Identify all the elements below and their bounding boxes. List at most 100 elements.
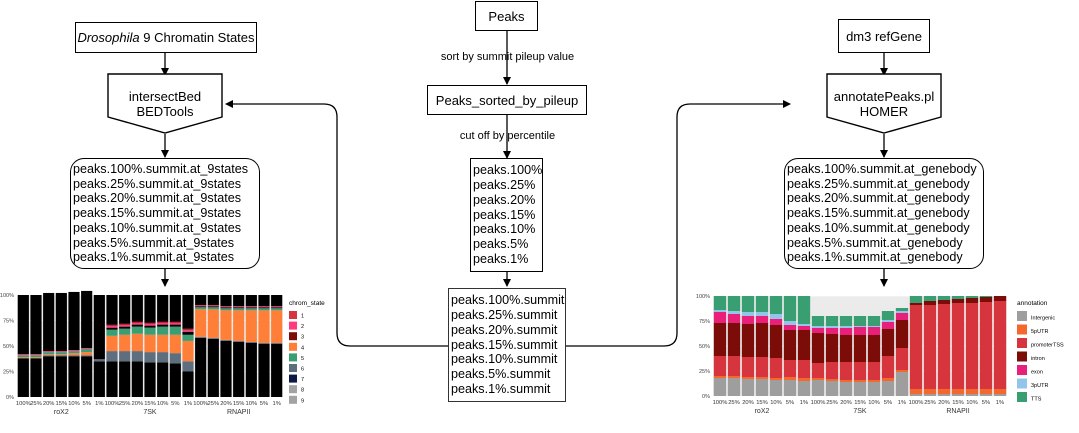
y-tick-label: 100% [696,294,710,300]
y-tick-label: 25% [3,370,14,376]
bar-segment [30,358,42,397]
legend-swatch [289,332,297,341]
legend-label: 7 [301,377,304,383]
x-tick-label: 20% [840,400,852,406]
list-item: peaks.1%.summit.at_genebody [787,250,963,265]
bar-segment [169,353,181,364]
x-tick-label: 10% [157,401,169,407]
x-tick-label: 100% [713,400,728,406]
x-tick-label: 25% [30,401,42,407]
bar-segment [55,354,67,356]
bar-segment [106,351,118,362]
annotation-chart: 0%25%50%75%100%100% 25% 20% 15% 10% 5% 1% 100% 2… [696,294,1064,415]
bar-segment [157,362,169,397]
bar-segment [157,324,169,327]
refgene-node-label: dm3 refGene [846,28,922,44]
bar-segment [867,326,881,327]
x-tick-label: 10% [68,401,80,407]
bar-segment [131,361,143,397]
genebody-list-node: peaks.100%.summit.at_genebody peaks.25%.s… [784,158,984,269]
bar-segment [81,355,93,357]
x-tick-label: 1% [898,400,906,406]
y-tick-label: 75% [699,319,710,325]
list-item: peaks.1%.summit [451,381,551,396]
bar-segment [895,311,909,313]
bar-segment [979,296,993,297]
bar-segment [43,351,55,353]
bar-segment [182,371,194,397]
bar-segment [895,308,909,311]
bar-segment [895,320,909,348]
bar-segment [951,303,965,389]
list-item: peaks.10%.summit.at_9states [73,220,241,235]
legend-swatch [1017,324,1027,335]
bar-segment [81,290,93,349]
bar-segment [106,295,118,325]
x-tick-label: 25% [826,400,838,406]
bar-segment [811,380,825,396]
bar-segment [81,356,93,397]
list-item: peaks.1%.summit.at_9states [73,250,234,265]
legend-label: 2 [301,324,304,330]
bar-segment [68,350,80,352]
list-item: peaks.25% [473,178,536,192]
bar-segment [965,389,979,394]
bar-segment [207,337,219,339]
bar-segment [93,295,105,360]
y-tick-label: 75% [3,319,14,325]
bar-segment [220,340,232,397]
bar-segment [993,394,1007,396]
list-item: peaks.10%.summit [451,352,558,367]
bar-segment [157,326,169,335]
bar-segment [713,378,727,396]
bar-segment [783,380,797,396]
bar-segment [713,323,727,356]
legend-label: 4 [301,345,304,351]
bar-segment [119,351,131,362]
bar-segment [783,330,797,360]
bar-segment [207,338,219,397]
bar-segment [755,377,769,379]
list-item: peaks.5% [473,237,529,252]
list-item: peaks.1% [473,251,529,266]
bar-segment [233,295,245,307]
bar-segment [839,362,853,380]
y-tick-label: 50% [3,344,14,350]
bar-segment [937,389,951,394]
bar-segment [853,335,867,362]
bar-segment [853,327,867,335]
bar-segment [951,394,965,396]
x-tick-label: 100% [811,400,826,406]
annotatepeaks-line1: annotatePeaks.pl [834,89,935,104]
annotatepeaks-node-shape [826,73,942,134]
bar-segment [713,296,727,310]
peaks-node: Peaks [475,1,538,31]
percent-list-node: peaks.100% peaks.25% peaks.20% peaks.15% pea… [470,158,543,272]
bar-segment [182,295,194,329]
bar-segment [881,378,895,381]
chrom-state-chart: 0%25%50%75%100%100% 25% 20% 15% 10% 5% 1% 100% 2… [0,290,325,416]
bar-segment [993,296,1007,301]
legend-swatch [289,364,297,372]
legend-swatch [1017,392,1027,402]
bar-segment [867,335,881,362]
bar-segment [131,326,143,334]
x-tick-label: 15% [56,401,68,407]
bar-segment [895,348,909,370]
bar-segment [169,363,181,397]
legend-swatch [1017,311,1027,321]
bar-segment [207,309,219,338]
bar-segment [119,323,131,325]
legend-swatch [1017,365,1027,375]
list-item: peaks.15%.summit [451,337,558,352]
x-tick-label: 20% [938,400,950,406]
bar-segment [811,316,825,326]
list-item: peaks.20%.summit.at_genebody [787,191,970,206]
bar-segment [713,376,727,378]
bar-segment [169,295,181,322]
bar-segment [245,310,257,342]
list-item: peaks.5%.summit.at_9states [73,235,234,250]
bar-segment [195,336,207,338]
bar-segment [55,292,67,352]
bar-segment [182,334,194,341]
